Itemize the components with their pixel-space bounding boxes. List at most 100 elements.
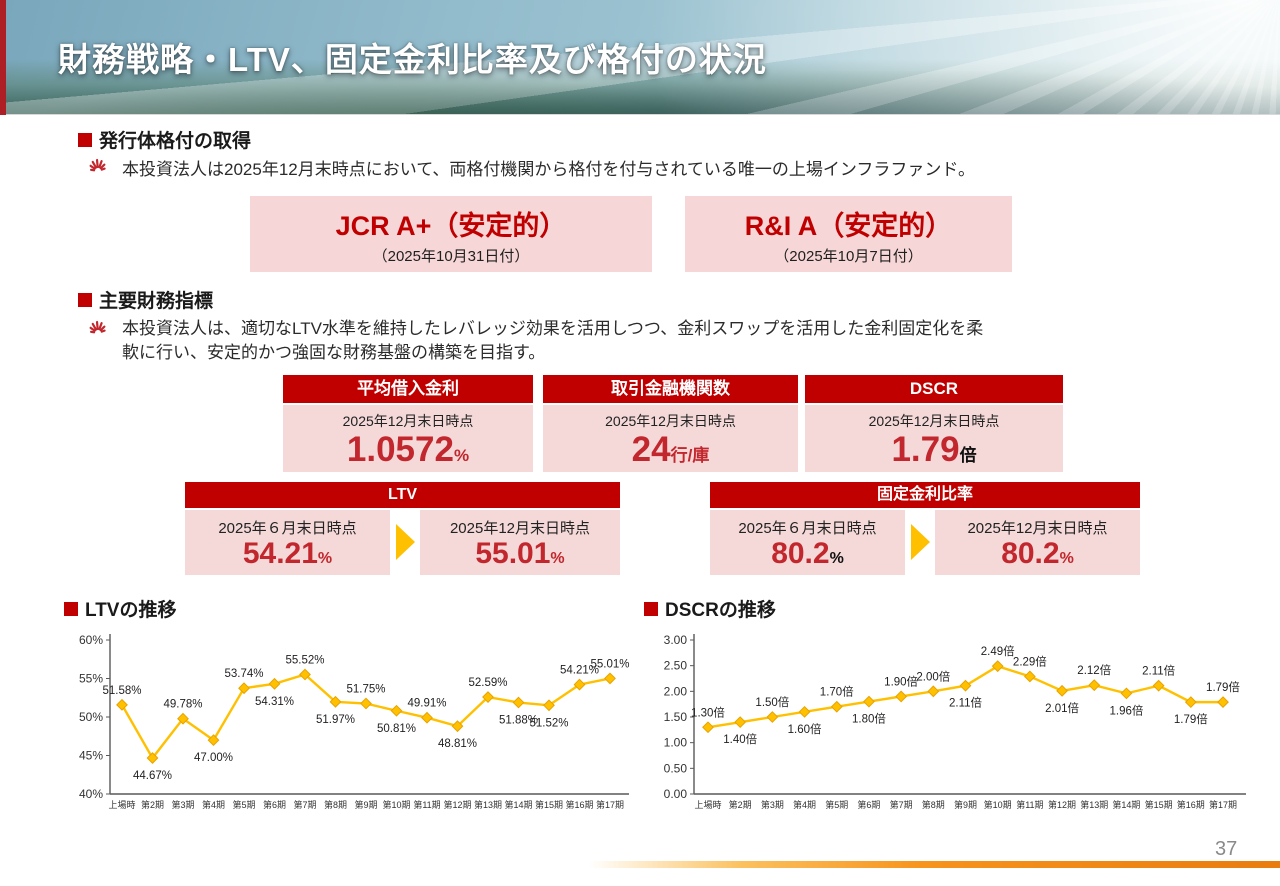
sun-rays-icon	[89, 320, 106, 334]
data-point-marker	[959, 679, 972, 692]
y-tick-label: 40%	[79, 787, 103, 801]
metric-unit: 行/庫	[670, 446, 710, 465]
data-point-label: 1.80倍	[852, 712, 886, 726]
comparison-to-as-of: 2025年12月末日時点	[967, 520, 1108, 537]
data-point-marker	[390, 704, 403, 717]
data-point-label: 1.90倍	[884, 674, 918, 688]
comparison-to-value-line: 80.2%	[935, 538, 1140, 575]
comparison-to-cell: 2025年12月末日時点 55.01%	[420, 510, 620, 575]
data-point-marker	[1088, 679, 1101, 692]
metric-card-title: DSCR	[805, 375, 1063, 403]
metric-card-title: 取引金融機関数	[543, 375, 798, 403]
data-point-marker	[299, 668, 311, 681]
metric-card-title: 平均借入金利	[283, 375, 533, 403]
header-left-accent-bar	[0, 0, 6, 115]
comparison-to-value: 55.01	[475, 537, 551, 570]
ltv-trend-line-chart: 40% 45% 50% 55% 60% 51.58% 44.67% 49.78% 47.00% 5…	[79, 633, 630, 810]
chart-heading-ltv-trend: LTVの推移	[64, 595, 176, 622]
page-number: 37	[1215, 838, 1238, 860]
data-point-marker	[927, 685, 940, 698]
chart-heading-dscr-trend: DSCRの推移	[644, 595, 776, 622]
metric-card-body: 2025年12月末日時点 24行/庫	[543, 405, 798, 472]
data-point-marker	[830, 700, 843, 713]
x-tick-label: 第4期	[793, 799, 816, 810]
x-tick-label: 上場時	[108, 799, 135, 810]
metric-card-body: 2025年12月末日時点 1.0572%	[283, 405, 533, 472]
data-point-label: 55.52%	[285, 654, 324, 666]
comparison-from-unit: %	[317, 550, 333, 567]
metric-value-line: 1.79倍	[805, 431, 1063, 476]
data-point-marker	[702, 721, 714, 734]
y-tick-label: 50%	[79, 710, 103, 724]
data-point-marker	[329, 695, 342, 708]
rating-ri-date: （2025年10月7日付）	[774, 248, 923, 265]
data-point-label: 2.12倍	[1077, 663, 1111, 677]
data-point-marker	[1184, 696, 1197, 709]
comparison-from-value: 54.21	[242, 537, 318, 570]
note-line-2: 軟に行い、安定的かつ強固な財務基盤の構築を目指す。	[122, 343, 546, 362]
data-point-label: 1.30倍	[691, 705, 725, 719]
data-point-marker	[360, 697, 372, 710]
comparison-from-value: 80.2	[771, 537, 830, 570]
y-tick-label: 1.50	[664, 710, 688, 724]
x-tick-label: 第13期	[474, 799, 502, 810]
metric-as-of: 2025年12月末日時点	[342, 413, 474, 429]
comparison-to-unit: %	[1059, 550, 1074, 567]
data-point-label: 1.70倍	[820, 685, 854, 699]
metric-card-body: 2025年12月末日時点 1.79倍	[805, 405, 1063, 472]
section-heading-label: 主要財務指標	[99, 291, 214, 312]
metric-unit: %	[453, 446, 470, 465]
key-indicators-note: 本投資法人は、適切なLTV水準を維持したレバレッジ効果を活用しつつ、金利スワップ…	[122, 317, 983, 365]
data-point-label: 1.96倍	[1109, 703, 1143, 717]
comparison-from-value-line: 80.2%	[710, 538, 905, 575]
comparison-to-cell: 2025年12月末日時点 80.2%	[935, 510, 1140, 575]
section-heading-key-indicators: 主要財務指標	[78, 286, 213, 313]
section-heading-label: 発行体格付の取得	[99, 131, 252, 152]
data-point-label: 51.58%	[102, 685, 141, 697]
data-point-label: 1.50倍	[755, 695, 789, 709]
x-tick-label: 第15期	[535, 799, 563, 810]
metric-value-line: 1.0572%	[283, 431, 533, 476]
chart-heading-label: DSCRの推移	[665, 600, 776, 621]
data-point-label: 49.78%	[163, 699, 202, 711]
x-tick-label: 第12期	[443, 799, 471, 810]
metric-card-lenders: 取引金融機関数 2025年12月末日時点 24行/庫	[543, 375, 798, 472]
x-tick-label: 第7期	[890, 799, 913, 810]
data-point-marker	[512, 696, 525, 709]
x-tick-label: 第17期	[596, 799, 624, 810]
metric-value-line: 24行/庫	[543, 431, 798, 476]
y-tick-label: 3.00	[664, 633, 688, 647]
x-tick-label: 第11期	[413, 799, 440, 810]
data-point-marker	[116, 698, 128, 711]
data-point-marker	[895, 690, 908, 703]
data-point-label: 55.01%	[590, 658, 629, 670]
x-tick-label: 第13期	[1080, 799, 1108, 810]
x-tick-label: 第4期	[202, 799, 225, 810]
rating-jcr-label: JCR A+（安定的）	[335, 211, 567, 241]
data-point-label: 1.79倍	[1174, 712, 1208, 726]
comparison-from-value-line: 54.21%	[185, 538, 390, 575]
x-tick-label: 第3期	[761, 799, 784, 810]
metric-as-of: 2025年12月末日時点	[605, 413, 736, 429]
issuer-rating-note: 本投資法人は2025年12月末時点において、両格付機関から格付を付与されている唯…	[122, 160, 976, 179]
x-tick-label: 第7期	[293, 799, 316, 810]
y-tick-label: 1.00	[664, 736, 688, 750]
data-point-marker	[177, 712, 189, 725]
x-tick-label: 第2期	[729, 799, 752, 810]
metric-unit: 倍	[959, 446, 977, 465]
x-tick-label: 第10期	[382, 799, 410, 810]
comparison-card-fixed-rate: 固定金利比率 2025年６月末日時点 80.2% 2025年12月末日時点 80…	[710, 482, 1140, 575]
data-point-marker	[451, 720, 464, 733]
x-tick-label: 第9期	[954, 799, 977, 810]
data-point-label: 1.40倍	[723, 732, 757, 746]
data-point-label: 51.97%	[316, 714, 355, 726]
data-point-label: 1.60倍	[788, 722, 822, 736]
chart-heading-label: LTVの推移	[85, 600, 177, 621]
footer-accent-stripe	[0, 861, 1280, 868]
metric-card-dscr: DSCR 2025年12月末日時点 1.79倍	[805, 375, 1063, 472]
data-point-marker	[734, 716, 747, 729]
data-point-label: 2.29倍	[1013, 654, 1047, 668]
data-point-label: 2.00倍	[916, 669, 950, 683]
red-square-bullet-icon	[644, 601, 658, 616]
red-square-bullet-icon	[64, 601, 78, 616]
